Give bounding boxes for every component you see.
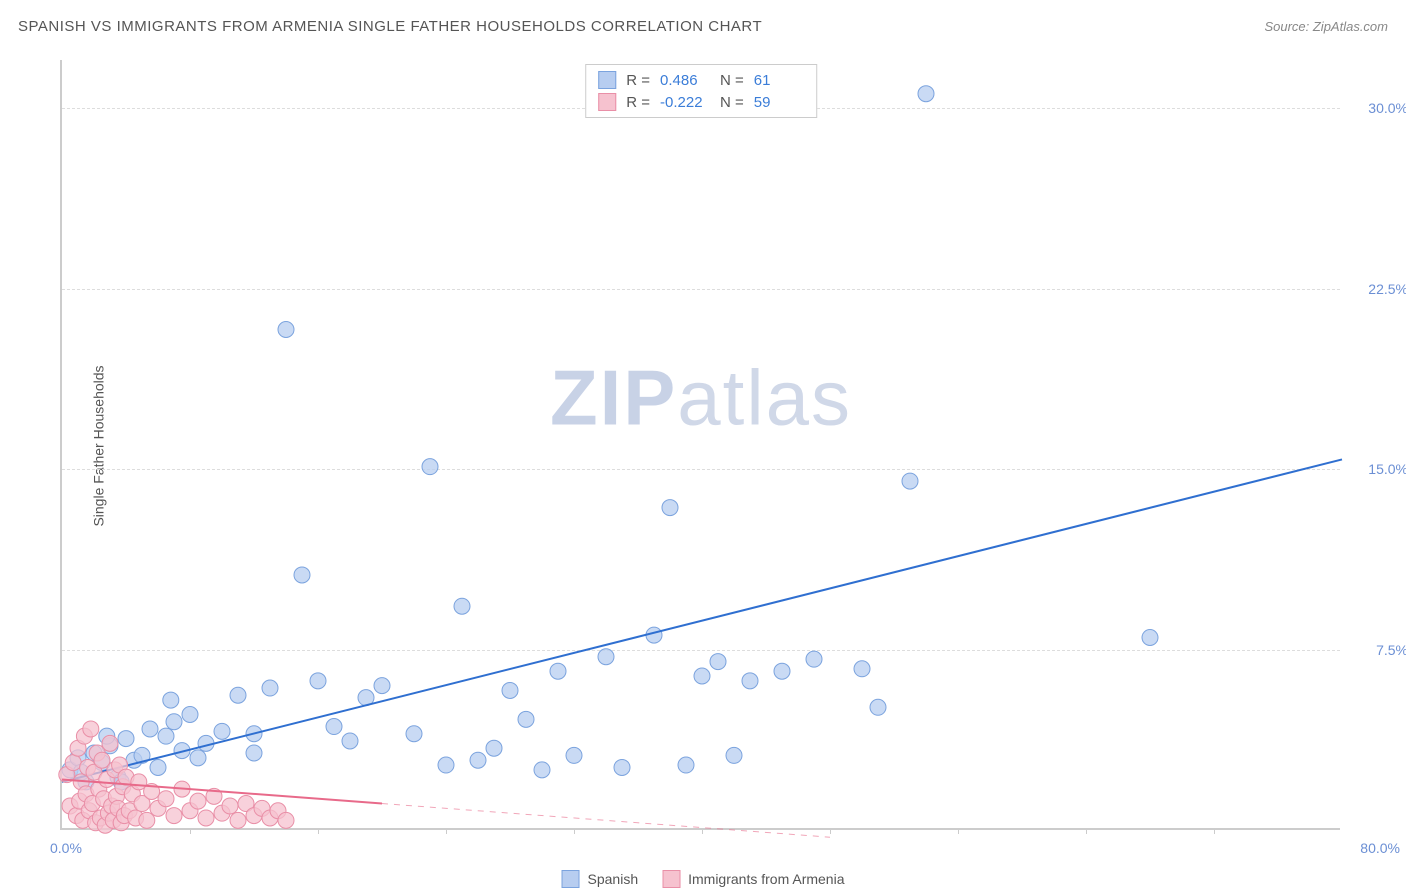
- data-point-armenia: [166, 808, 182, 824]
- correlation-legend: R = 0.486 N = 61 R = -0.222 N = 59: [585, 64, 817, 118]
- data-point-spanish: [246, 745, 262, 761]
- data-point-spanish: [166, 714, 182, 730]
- data-point-spanish: [422, 459, 438, 475]
- data-point-spanish: [502, 682, 518, 698]
- data-point-spanish: [150, 759, 166, 775]
- source-value: ZipAtlas.com: [1313, 19, 1388, 34]
- data-point-spanish: [182, 707, 198, 723]
- data-point-armenia: [139, 812, 155, 828]
- data-point-spanish: [294, 567, 310, 583]
- data-point-spanish: [230, 687, 246, 703]
- data-point-spanish: [326, 719, 342, 735]
- x-tick: [1086, 828, 1087, 834]
- data-point-spanish: [550, 663, 566, 679]
- data-point-spanish: [806, 651, 822, 667]
- data-point-spanish: [214, 723, 230, 739]
- n-value: 61: [754, 72, 804, 89]
- x-tick: [318, 828, 319, 834]
- data-point-armenia: [83, 721, 99, 737]
- correlation-swatch: [598, 71, 616, 89]
- legend-item: Immigrants from Armenia: [662, 870, 844, 888]
- n-label: N =: [720, 72, 744, 89]
- data-point-spanish: [918, 86, 934, 102]
- data-point-spanish: [854, 661, 870, 677]
- plot-area: ZIPatlas 7.5%15.0%22.5%30.0% R =0.486N =…: [60, 60, 1340, 830]
- legend-item: Spanish: [562, 870, 639, 888]
- data-point-armenia: [222, 798, 238, 814]
- data-point-spanish: [163, 692, 179, 708]
- data-point-spanish: [534, 762, 550, 778]
- data-point-spanish: [566, 747, 582, 763]
- data-point-spanish: [262, 680, 278, 696]
- data-point-spanish: [190, 750, 206, 766]
- series-legend: Spanish Immigrants from Armenia: [562, 870, 845, 888]
- data-point-spanish: [142, 721, 158, 737]
- correlation-row: R = 0.486 N = 61: [598, 69, 804, 91]
- data-point-spanish: [710, 654, 726, 670]
- trend-line-spanish: [62, 459, 1342, 781]
- x-tick: [574, 828, 575, 834]
- data-point-armenia: [158, 791, 174, 807]
- data-point-spanish: [118, 731, 134, 747]
- data-point-spanish: [662, 500, 678, 516]
- data-point-spanish: [614, 759, 630, 775]
- r-label: R =: [626, 94, 650, 111]
- data-point-armenia: [102, 735, 118, 751]
- x-tick: [446, 828, 447, 834]
- data-point-spanish: [678, 757, 694, 773]
- r-value: 0.486: [660, 72, 710, 89]
- x-tick: [1214, 828, 1215, 834]
- r-label: R =: [626, 72, 650, 89]
- data-point-armenia: [198, 810, 214, 826]
- chart-title: SPANISH VS IMMIGRANTS FROM ARMENIA SINGL…: [18, 18, 762, 35]
- data-point-spanish: [374, 678, 390, 694]
- data-point-spanish: [486, 740, 502, 756]
- x-tick: [958, 828, 959, 834]
- x-tick: [190, 828, 191, 834]
- data-point-spanish: [158, 728, 174, 744]
- x-tick: [830, 828, 831, 834]
- data-point-spanish: [694, 668, 710, 684]
- y-tick-label: 15.0%: [1368, 461, 1406, 477]
- data-point-armenia: [65, 755, 81, 771]
- n-label: N =: [720, 94, 744, 111]
- y-tick-label: 30.0%: [1368, 100, 1406, 116]
- x-axis-min-label: 0.0%: [50, 840, 82, 856]
- data-point-spanish: [726, 747, 742, 763]
- data-point-spanish: [598, 649, 614, 665]
- x-axis-max-label: 80.0%: [1360, 840, 1400, 856]
- scatter-svg: [62, 60, 1340, 828]
- legend-label: Spanish: [588, 871, 639, 887]
- data-point-spanish: [902, 473, 918, 489]
- r-value: -0.222: [660, 94, 710, 111]
- x-tick: [702, 828, 703, 834]
- legend-swatch: [562, 870, 580, 888]
- data-point-spanish: [774, 663, 790, 679]
- data-point-armenia: [278, 812, 294, 828]
- data-point-spanish: [1142, 630, 1158, 646]
- data-point-spanish: [406, 726, 422, 742]
- data-point-spanish: [454, 598, 470, 614]
- y-tick-label: 7.5%: [1376, 642, 1406, 658]
- data-point-spanish: [438, 757, 454, 773]
- correlation-row: R = -0.222 N = 59: [598, 91, 804, 113]
- source-label: Source:: [1264, 19, 1312, 34]
- data-point-spanish: [470, 752, 486, 768]
- y-tick-label: 22.5%: [1368, 281, 1406, 297]
- data-point-spanish: [518, 711, 534, 727]
- data-point-spanish: [278, 322, 294, 338]
- correlation-swatch: [598, 93, 616, 111]
- chart-header: SPANISH VS IMMIGRANTS FROM ARMENIA SINGL…: [18, 18, 1388, 35]
- legend-label: Immigrants from Armenia: [688, 871, 844, 887]
- data-point-armenia: [190, 793, 206, 809]
- legend-swatch: [662, 870, 680, 888]
- chart-source: Source: ZipAtlas.com: [1264, 19, 1388, 34]
- data-point-spanish: [870, 699, 886, 715]
- n-value: 59: [754, 94, 804, 111]
- data-point-spanish: [310, 673, 326, 689]
- data-point-spanish: [742, 673, 758, 689]
- data-point-armenia: [230, 812, 246, 828]
- data-point-spanish: [342, 733, 358, 749]
- trend-line-armenia-dashed: [382, 804, 830, 838]
